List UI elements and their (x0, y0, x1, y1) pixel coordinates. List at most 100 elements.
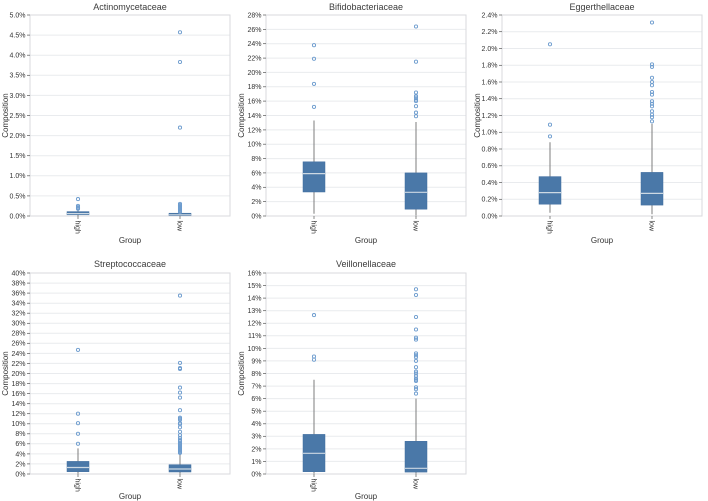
box (168, 464, 192, 473)
outlier-point (649, 92, 655, 97)
outlier-point (413, 387, 419, 392)
y-tick-label: 13% (247, 308, 261, 315)
outlier-point (413, 353, 419, 358)
y-tick-label: 4.0% (10, 53, 26, 60)
y-tick-label: 9% (251, 358, 261, 365)
outlier-point (547, 42, 553, 47)
outlier-point (547, 134, 553, 139)
outlier-point (413, 24, 419, 29)
y-tick-label: 2% (251, 446, 261, 453)
outlier-point (177, 201, 183, 206)
outlier-point (649, 83, 655, 88)
outlier-point (649, 104, 655, 109)
x-tick-label: high (310, 479, 317, 492)
outlier-point (177, 59, 183, 65)
outlier-point (413, 292, 419, 298)
y-tick-label: 16% (11, 391, 25, 398)
outlier-point (413, 59, 419, 64)
y-tick-label: 1% (251, 459, 261, 466)
y-tick-label: 0.0% (10, 213, 26, 220)
box (538, 176, 562, 205)
y-tick-label: 2.0% (482, 46, 498, 53)
chart-title: Streptococcaceae (94, 259, 166, 269)
y-tick-label: 1.4% (482, 96, 498, 103)
x-tick-label: low (648, 221, 655, 232)
y-tick-label: 2.4% (482, 12, 498, 19)
outlier-point (75, 203, 81, 208)
y-tick-label: 0.8% (482, 146, 498, 153)
x-tick-label: high (310, 221, 317, 234)
outlier-point (177, 365, 183, 371)
chart-title: Veillonellaceae (336, 259, 396, 269)
y-tick-label: 10% (247, 142, 261, 149)
y-tick-label: 18% (247, 84, 261, 91)
outlier-point (177, 395, 183, 400)
outlier-point (311, 81, 317, 86)
y-tick-label: 0% (251, 471, 261, 478)
outlier-point (177, 385, 183, 390)
y-tick-label: 8% (15, 431, 25, 438)
y-tick-label: 5.0% (10, 12, 26, 19)
empty-cell (472, 250, 708, 501)
y-axis-title: Composition (237, 93, 246, 137)
box (302, 161, 326, 193)
outlier-point (413, 95, 419, 100)
y-tick-label: 6% (251, 170, 261, 177)
y-tick-label: 7% (251, 384, 261, 391)
y-tick-label: 0% (15, 471, 25, 478)
outlier-point (413, 365, 419, 370)
outlier-point (413, 314, 419, 320)
outlier-point (413, 391, 419, 396)
outlier-point (547, 122, 553, 127)
figure-row-top: Actinomycetaceae 0.0% 0.5% 1.0% 1.5% 2.0% 2.5%… (0, 0, 708, 250)
y-tick-label: 12% (11, 411, 25, 418)
outlier-point (177, 429, 183, 434)
outlier-point (311, 104, 317, 109)
y-tick-label: 40% (11, 270, 25, 277)
y-tick-label: 6% (15, 441, 25, 448)
box (404, 172, 428, 210)
y-tick-label: 1.8% (482, 63, 498, 70)
outlier-point (649, 119, 655, 124)
x-tick-label: low (412, 479, 419, 490)
y-tick-label: 4% (251, 421, 261, 428)
outlier-point (413, 104, 419, 109)
y-tick-label: 16% (247, 99, 261, 106)
outlier-point (311, 313, 317, 318)
boxplot-panel-eggerthellaceae: Eggerthellaceae 0.0% 0.2% 0.4% 0.6% 0.8% 1.0% 1… (472, 0, 708, 250)
x-axis-title: Group (355, 236, 378, 245)
y-tick-label: 6% (251, 396, 261, 403)
outlier-point (75, 347, 81, 352)
y-tick-label: 14% (247, 113, 261, 120)
outlier-point (75, 411, 81, 416)
x-tick-label: high (546, 221, 553, 234)
x-tick-label: high (74, 221, 81, 234)
y-axis-title: Composition (1, 351, 10, 395)
x-axis-title: Group (355, 492, 378, 501)
y-axis-title: Composition (473, 93, 482, 137)
y-tick-label: 4% (251, 185, 261, 192)
y-tick-label: 3% (251, 434, 261, 441)
y-tick-label: 8% (251, 156, 261, 163)
y-tick-label: 12% (247, 321, 261, 328)
figure-row-bottom: Streptococcaceae 0% 2% 4% 6% 8% 10% 12% 14% 16% 18… (0, 250, 708, 501)
outlier-point (75, 431, 81, 436)
outlier-point (75, 205, 81, 210)
outlier-point (177, 415, 183, 420)
boxplot-panel-actinomycetaceae: Actinomycetaceae 0.0% 0.5% 1.0% 1.5% 2.0% 2.5%… (0, 0, 236, 250)
y-tick-label: 1.2% (482, 113, 498, 120)
y-tick-label: 28% (247, 12, 261, 19)
box (640, 172, 664, 206)
y-tick-label: 2% (251, 199, 261, 206)
outlier-point (413, 358, 419, 363)
y-axis-title: Composition (237, 351, 246, 395)
boxplot-panel-bifidobacteriaceae: Bifidobacteriaceae 0% 2% 4% 6% 8% 10% 12% 14% 16%… (236, 0, 472, 250)
y-tick-label: 20% (11, 371, 25, 378)
outlier-point (413, 110, 419, 115)
y-tick-label: 26% (11, 341, 25, 348)
outlier-point (649, 20, 655, 25)
y-tick-label: 3.5% (10, 73, 26, 80)
y-tick-label: 1.0% (482, 130, 498, 137)
outlier-point (413, 287, 419, 292)
